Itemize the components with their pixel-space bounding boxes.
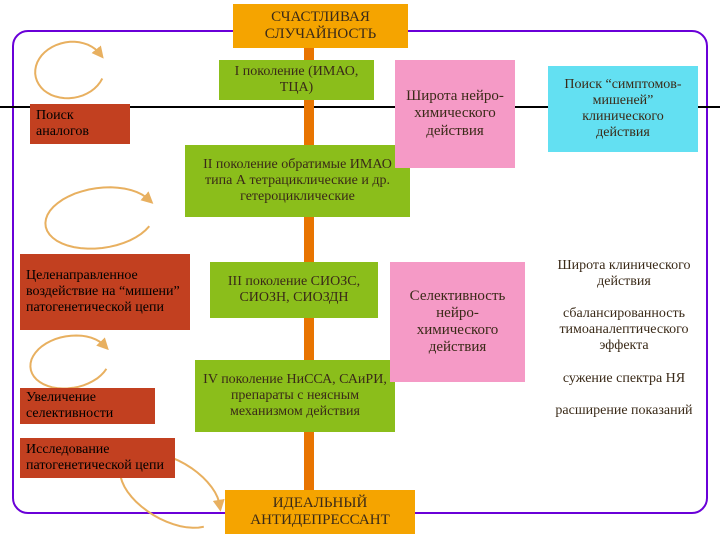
generation-4-text: IV поколение НиССА, САиРИ, препараты с н… bbox=[201, 372, 389, 420]
red-targets: Целенаправленное воздействие на “мишени”… bbox=[20, 254, 190, 330]
cyan-box-text: Поиск “симптомов-мишеней” клинического д… bbox=[554, 77, 692, 141]
right-text-block: Широта клинического действия сбалансиров… bbox=[536, 254, 712, 444]
red-analogs-text: Поиск аналогов bbox=[36, 108, 124, 140]
red-selectivity-text: Увеличение селективности bbox=[26, 390, 149, 422]
red-pathogenesis: Исследование патогенетической цепи bbox=[20, 438, 175, 478]
generation-4: IV поколение НиССА, САиРИ, препараты с н… bbox=[195, 360, 395, 432]
title-top-text: СЧАСТЛИВАЯ СЛУЧАЙНОСТЬ bbox=[239, 9, 402, 44]
right-text: Широта клинического действия сбалансиров… bbox=[542, 258, 706, 419]
title-bottom: ИДЕАЛЬНЫЙ АНТИДЕПРЕССАНТ bbox=[225, 490, 415, 534]
red-targets-text: Целенаправленное воздействие на “мишени”… bbox=[26, 268, 184, 316]
pink-top: Широта нейро-химического действия bbox=[395, 60, 515, 168]
generation-1: I поколение (ИМАО, ТЦА) bbox=[219, 60, 374, 100]
generation-2-text: II поколение обратимые ИМАО типа А тетра… bbox=[191, 157, 404, 205]
diagram-stage: СЧАСТЛИВАЯ СЛУЧАЙНОСТЬ I поколение (ИМАО… bbox=[0, 0, 720, 540]
generation-3: III поколение СИОЗС, СИОЗН, СИОЗДН bbox=[210, 262, 378, 318]
pink-top-text: Широта нейро-химического действия bbox=[401, 88, 509, 140]
generation-2: II поколение обратимые ИМАО типа А тетра… bbox=[185, 145, 410, 217]
pink-bottom-text: Селективность нейро-химического действия bbox=[396, 288, 519, 357]
red-pathogenesis-text: Исследование патогенетической цепи bbox=[26, 442, 169, 474]
cyan-box: Поиск “симптомов-мишеней” клинического д… bbox=[548, 66, 698, 152]
red-analogs: Поиск аналогов bbox=[30, 104, 130, 144]
pink-bottom: Селективность нейро-химического действия bbox=[390, 262, 525, 382]
title-bottom-text: ИДЕАЛЬНЫЙ АНТИДЕПРЕССАНТ bbox=[231, 495, 409, 530]
generation-3-text: III поколение СИОЗС, СИОЗН, СИОЗДН bbox=[216, 274, 372, 306]
red-selectivity: Увеличение селективности bbox=[20, 388, 155, 424]
generation-1-text: I поколение (ИМАО, ТЦА) bbox=[225, 64, 368, 96]
title-top: СЧАСТЛИВАЯ СЛУЧАЙНОСТЬ bbox=[233, 4, 408, 48]
